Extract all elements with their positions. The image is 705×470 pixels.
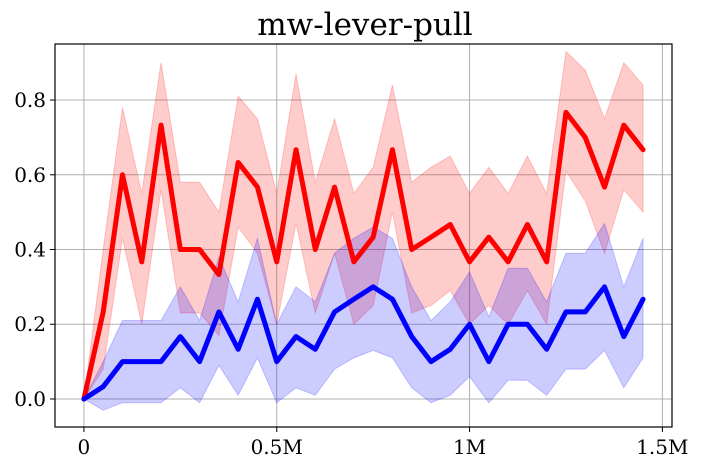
y-tick-label: 0.8 <box>14 88 46 112</box>
chart-title: mw-lever-pull <box>257 7 472 43</box>
series-1-line <box>81 284 646 402</box>
y-tick-label: 0.0 <box>14 387 46 411</box>
series-lines <box>81 109 646 402</box>
y-tick-label: 0.2 <box>14 312 46 336</box>
grid <box>55 44 672 427</box>
y-tick-label: 0.6 <box>14 163 46 187</box>
y-tick-label: 0.4 <box>14 238 46 262</box>
x-tick-label: 0.5M <box>251 435 303 459</box>
x-tick-label: 1M <box>453 435 486 459</box>
axes: 0 0.5M 1M 1.5M 0.0 0.2 0.4 0.6 0.8 <box>14 88 688 459</box>
x-tick-label: 0 <box>78 435 91 459</box>
series-0-line <box>81 109 646 402</box>
plot-frame <box>54 43 673 428</box>
x-tick-label: 1.5M <box>636 435 688 459</box>
